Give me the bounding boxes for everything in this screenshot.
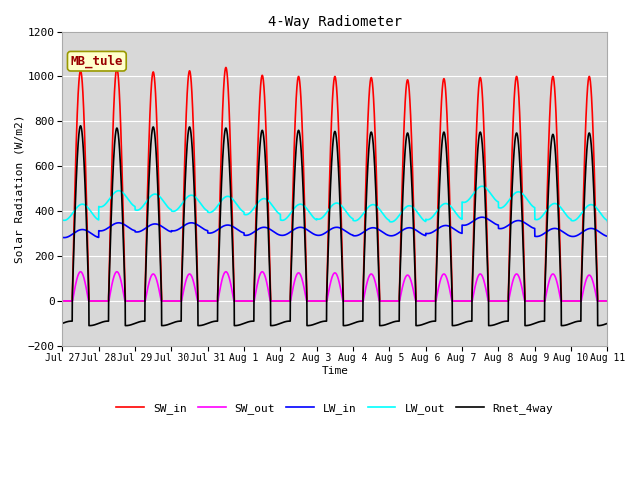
SW_out: [79, 272, 86, 277]
Line: LW_out: LW_out: [63, 186, 640, 222]
LW_in: [60, 235, 68, 240]
Rnet_4way: [209, 319, 217, 324]
Rnet_4way: [319, 318, 327, 324]
SW_out: [59, 298, 67, 304]
LW_in: [495, 226, 503, 231]
LW_in: [59, 235, 67, 240]
SW_in: [59, 298, 67, 304]
Text: MB_tule: MB_tule: [70, 55, 123, 68]
SW_in: [209, 298, 217, 304]
LW_in: [478, 214, 486, 220]
LW_in: [209, 229, 217, 235]
LW_out: [478, 183, 486, 189]
SW_in: [566, 298, 573, 304]
LW_in: [79, 227, 86, 232]
SW_out: [495, 298, 503, 304]
LW_out: [387, 219, 395, 225]
LW_in: [237, 229, 245, 235]
Rnet_4way: [79, 139, 86, 145]
LW_in: [566, 233, 573, 239]
SW_in: [237, 298, 245, 304]
Y-axis label: Solar Radiation (W/m2): Solar Radiation (W/m2): [15, 114, 25, 263]
X-axis label: Time: Time: [321, 366, 348, 376]
Rnet_4way: [495, 320, 503, 326]
SW_in: [319, 298, 327, 304]
LW_out: [319, 214, 327, 220]
LW_out: [209, 208, 217, 214]
LW_out: [495, 205, 503, 211]
Legend: SW_in, SW_out, LW_in, LW_out, Rnet_4way: SW_in, SW_out, LW_in, LW_out, Rnet_4way: [112, 398, 558, 418]
Rnet_4way: [86, 323, 93, 328]
Line: SW_in: SW_in: [63, 68, 640, 301]
SW_out: [209, 298, 217, 304]
LW_out: [237, 207, 244, 213]
LW_out: [79, 201, 86, 207]
Rnet_4way: [237, 322, 245, 327]
SW_out: [237, 298, 245, 304]
LW_in: [319, 231, 327, 237]
Line: SW_out: SW_out: [63, 272, 640, 301]
Rnet_4way: [77, 123, 84, 129]
LW_out: [59, 217, 67, 223]
SW_out: [566, 298, 573, 304]
Rnet_4way: [59, 321, 67, 326]
SW_out: [77, 269, 84, 275]
LW_out: [566, 216, 573, 221]
Line: LW_in: LW_in: [63, 217, 640, 238]
Rnet_4way: [566, 321, 573, 327]
SW_in: [222, 65, 230, 71]
SW_out: [319, 298, 327, 304]
Title: 4-Way Radiometer: 4-Way Radiometer: [268, 15, 402, 29]
Line: Rnet_4way: Rnet_4way: [63, 126, 640, 325]
SW_in: [79, 88, 86, 94]
SW_in: [495, 298, 503, 304]
